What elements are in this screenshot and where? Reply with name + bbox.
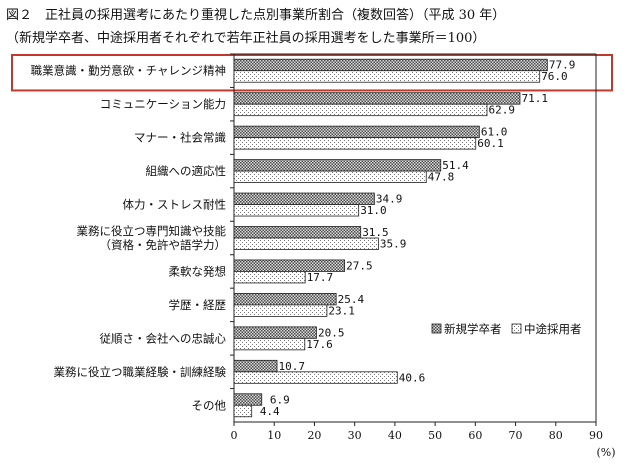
value-label: 4.4 [260, 405, 280, 418]
x-tick-label: 90 [589, 429, 603, 442]
bar-mid-career [233, 103, 488, 117]
category-label-line: 業務に役立つ職業経験・訓練経験 [54, 365, 227, 379]
x-tick-label: 80 [549, 429, 563, 442]
bar-new-graduates [233, 125, 480, 139]
highlight-box [11, 54, 613, 92]
bar-mid-career [233, 170, 427, 183]
bar-mid-career [233, 304, 328, 317]
category-label: コミュニケーション能力 [100, 97, 226, 111]
x-tick-label: 40 [388, 429, 402, 442]
legend-swatch-mid-career [511, 323, 522, 334]
x-unit-label: (%) [596, 446, 615, 459]
legend-swatch-new-graduates [431, 323, 442, 334]
value-label: 34.9 [376, 193, 403, 206]
value-label: 17.7 [307, 271, 334, 284]
bar-new-graduates [233, 159, 442, 172]
bar-mid-career [233, 371, 398, 384]
value-label: 60.1 [477, 137, 504, 150]
value-label: 61.0 [481, 126, 508, 139]
category-label: 組織への適応性 [146, 164, 227, 178]
x-tick-label: 50 [428, 429, 442, 442]
x-tick-label: 30 [348, 429, 362, 442]
bar-mid-career [233, 404, 253, 418]
category-label-line: 業務に役立つ専門知識や技能 [77, 224, 227, 238]
bar-new-graduates [233, 393, 263, 406]
category-label: 体力・ストレス耐性 [123, 198, 227, 212]
value-label: 23.1 [328, 304, 355, 317]
value-label: 10.7 [279, 360, 306, 373]
value-label: 25.4 [338, 293, 365, 306]
value-label: 31.5 [362, 226, 389, 239]
value-label: 40.6 [399, 371, 426, 384]
bar-new-graduates [233, 293, 337, 306]
bar-new-graduates [233, 226, 362, 239]
bar-new-graduates [233, 192, 375, 205]
value-label: 51.4 [442, 159, 469, 172]
value-label: 77.9 [549, 59, 576, 72]
bar-new-graduates [233, 259, 346, 272]
category-label-line: 柔軟な発想 [169, 264, 227, 278]
value-label: 6.9 [270, 393, 290, 406]
value-label: 47.8 [428, 171, 455, 184]
category-label: 業務に役立つ専門知識や技能（資格・免許や語学力） [77, 224, 227, 252]
bar-mid-career [233, 237, 379, 250]
x-tick-label: 20 [307, 429, 321, 442]
category-label: 従順さ・会社への忠誠心 [100, 331, 227, 345]
value-label: 20.5 [318, 326, 345, 339]
value-label: 17.6 [306, 338, 333, 351]
value-label: 62.9 [488, 104, 515, 117]
bar-mid-career [233, 337, 306, 351]
x-tick-label: 70 [509, 429, 523, 442]
legend-label: 新規学卒者 [444, 322, 502, 336]
category-label-line: 組織への適応性 [146, 164, 227, 178]
category-label: その他 [192, 398, 227, 412]
chart-subtitle: （新規学卒者、中途採用者それぞれで若年正社員の採用選考をした事業所＝100） [6, 31, 486, 46]
value-label: 71.1 [521, 92, 548, 105]
bar-mid-career [233, 70, 541, 83]
category-label: 業務に役立つ職業経験・訓練経験 [54, 365, 227, 379]
value-label: 76.0 [541, 70, 568, 83]
x-tick-label: 60 [468, 429, 482, 442]
category-label: マナー・社会常識 [134, 131, 226, 145]
bar-mid-career [233, 137, 477, 150]
category-label: 学歴・経歴 [169, 298, 227, 312]
bar-mid-career [233, 271, 306, 284]
legend-label: 中途採用者 [524, 322, 582, 336]
value-label: 27.5 [346, 259, 373, 272]
x-tick-label: 0 [231, 429, 238, 442]
bar-new-graduates [233, 92, 521, 105]
category-label-line: 職業意識・勤労意欲・チャレンジ精神 [31, 64, 226, 78]
category-label-line: （資格・免許や語学力） [100, 238, 227, 252]
category-label-line: 学歴・経歴 [169, 298, 227, 312]
x-tick-label: 10 [267, 429, 281, 442]
category-label-line: その他 [192, 398, 227, 412]
bar-new-graduates [233, 326, 317, 339]
category-label-line: マナー・社会常識 [134, 131, 226, 145]
bar-new-graduates [233, 58, 548, 72]
category-label-line: 従順さ・会社への忠誠心 [100, 331, 227, 345]
category-label: 職業意識・勤労意欲・チャレンジ精神 [31, 64, 226, 78]
chart-title: 図２ 正社員の採用選考にあたり重視した点別事業所割合（複数回答）（平成 30 年… [6, 8, 506, 23]
value-label: 31.0 [360, 204, 387, 217]
value-label: 35.9 [380, 238, 407, 251]
category-label: 柔軟な発想 [169, 264, 227, 278]
category-label-line: 体力・ストレス耐性 [123, 198, 227, 212]
category-label-line: コミュニケーション能力 [100, 97, 226, 111]
bar-new-graduates [233, 359, 278, 373]
bar-mid-career [233, 204, 360, 217]
